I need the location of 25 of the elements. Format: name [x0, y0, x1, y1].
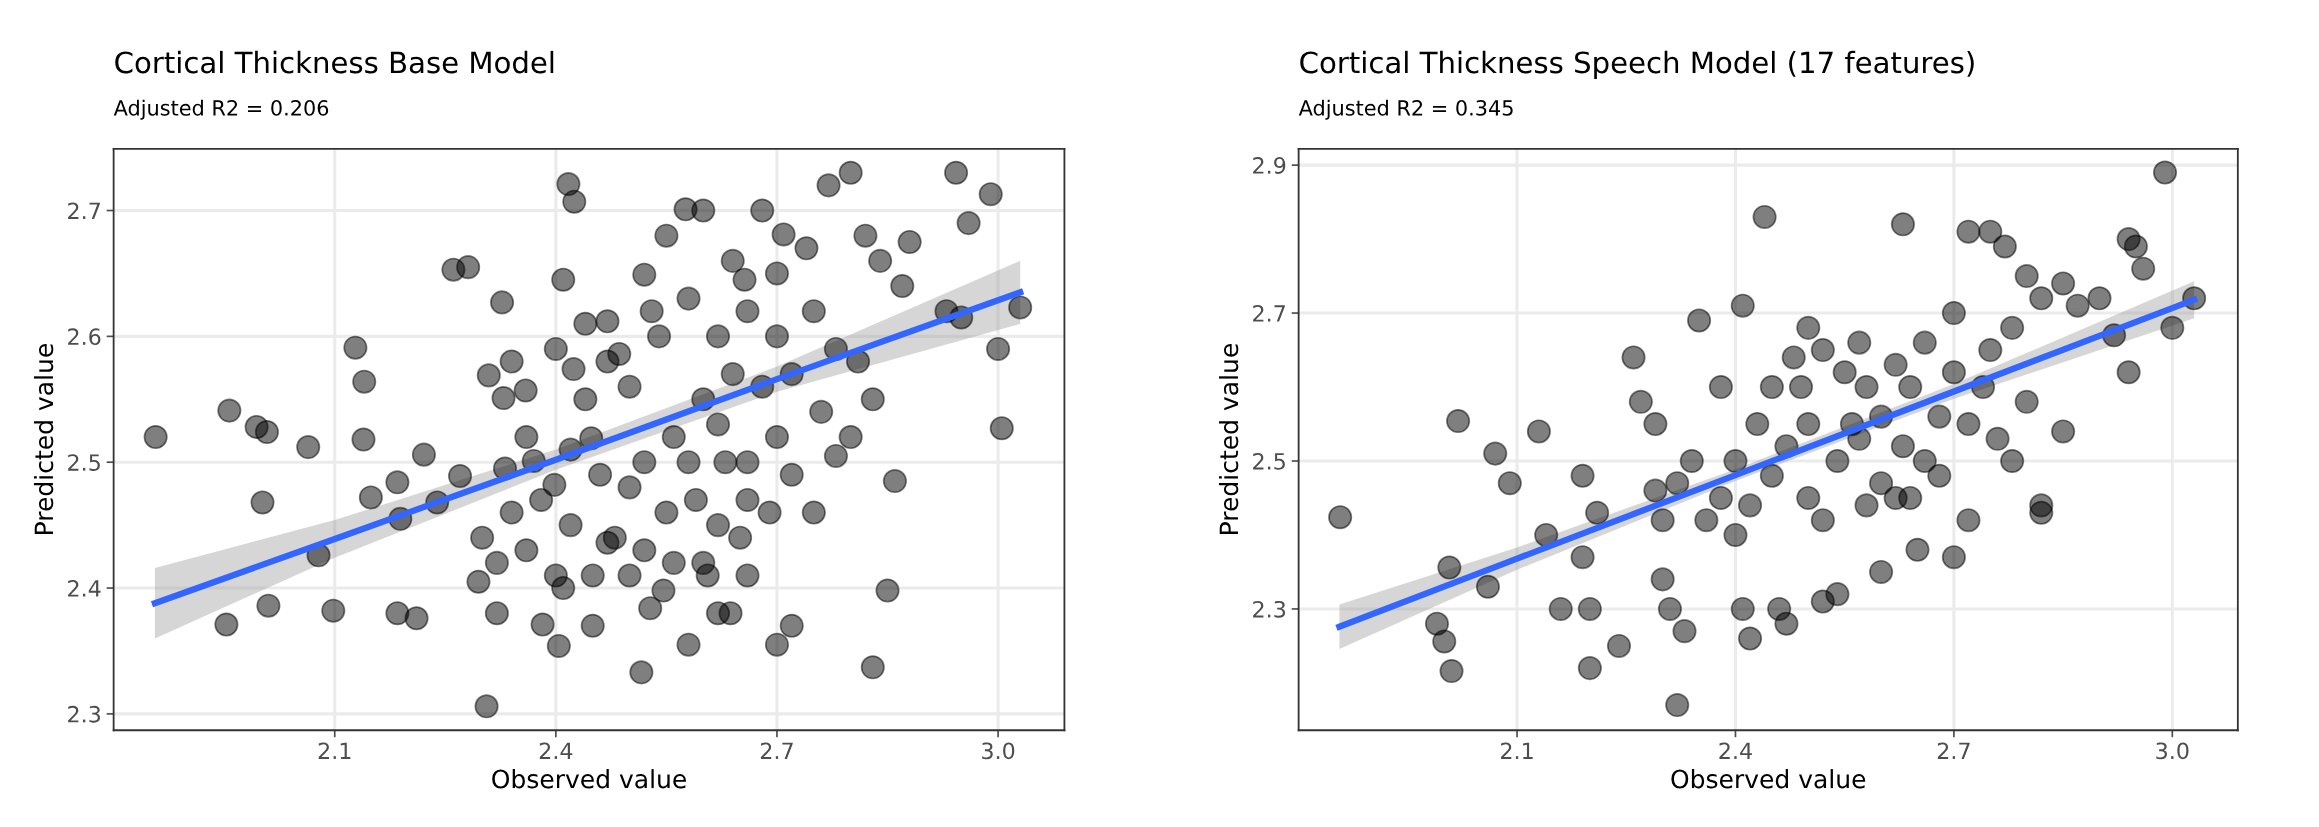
- y-axis-title: Predicted value: [33, 344, 54, 534]
- y-tick-label: 2.5: [1253, 452, 1285, 470]
- y-tick-label: 2.5: [68, 454, 100, 471]
- x-axis-title: Observed value: [1671, 769, 1866, 789]
- chart-title: Cortical Thickness Base Model: [115, 50, 554, 74]
- x-tick-label: 3.0: [2156, 742, 2189, 760]
- x-tick-label: 2.4: [1719, 742, 1752, 759]
- chart-subtitle: Adjusted R2 = 0.206: [113, 99, 329, 120]
- y-tick-label: 2.7: [1253, 305, 1285, 322]
- y-tick-label: 2.3: [1253, 600, 1286, 618]
- x-tick-label: 2.1: [1501, 742, 1533, 759]
- y-tick-label: 2.4: [68, 579, 101, 597]
- y-tick-label: 2.3: [68, 705, 101, 723]
- x-tick-label: 2.1: [318, 742, 351, 759]
- y-axis-title: Predicted value: [1218, 344, 1239, 534]
- x-tick-label: 3.0: [982, 742, 1015, 760]
- x-tick-label: 2.7: [1937, 742, 1970, 759]
- x-tick-label: 2.7: [760, 742, 793, 759]
- x-tick-label: 2.4: [539, 742, 573, 759]
- chart-title: Cortical Thickness Speech Model (17 features): [1300, 50, 1974, 80]
- chart-subtitle: Adjusted R2 = 0.345: [1298, 99, 1513, 120]
- y-tick-label: 2.9: [1253, 157, 1286, 174]
- x-axis-title: Observed value: [492, 769, 686, 789]
- y-tick-label: 2.6: [68, 328, 101, 346]
- y-tick-label: 2.7: [68, 202, 100, 219]
